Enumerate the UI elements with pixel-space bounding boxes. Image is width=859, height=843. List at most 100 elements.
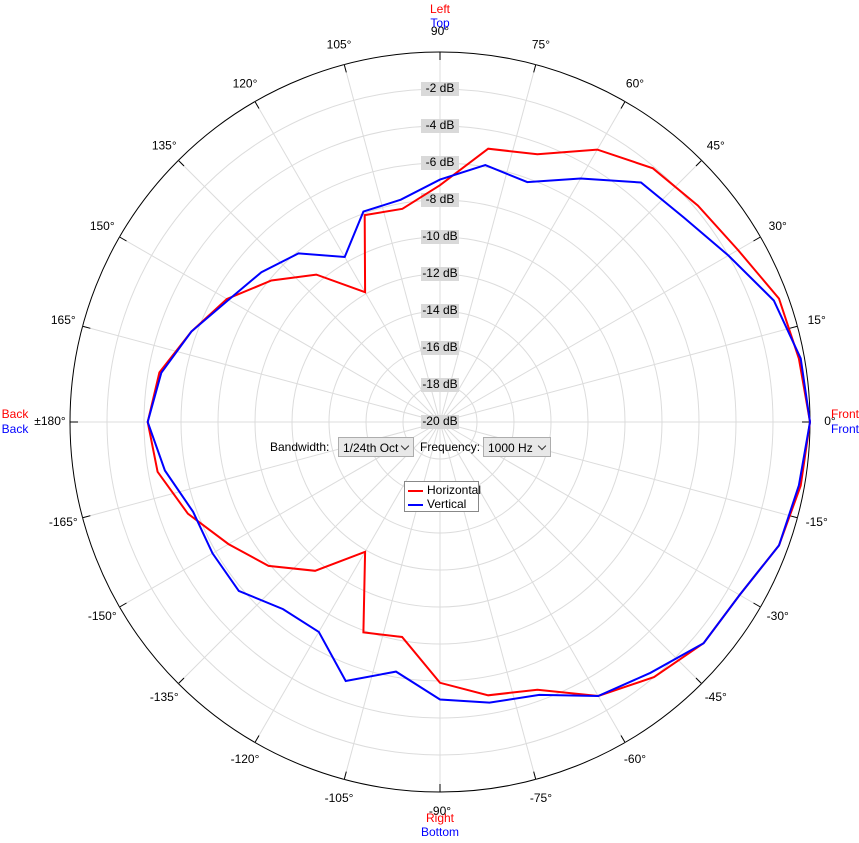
r-tick-label: -12 dB	[422, 266, 457, 280]
legend-label: Horizontal	[427, 483, 482, 497]
bandwidth-select[interactable]: 1/24th Oct	[338, 437, 414, 457]
r-tick-label: -10 dB	[422, 229, 457, 243]
r-tick-label: -18 dB	[422, 377, 457, 391]
direction-label: Right	[426, 811, 455, 825]
theta-tick	[695, 160, 702, 167]
grid-spoke	[119, 236, 441, 423]
direction-label: Bottom	[421, 825, 459, 839]
grid-spoke	[254, 101, 441, 423]
theta-tick	[620, 101, 626, 109]
theta-tick	[789, 325, 798, 329]
bandwidth-label: Bandwidth:	[270, 440, 330, 454]
grid-spoke	[439, 421, 537, 780]
theta-tick-label: -150°	[88, 609, 117, 623]
r-label-bg	[421, 156, 459, 170]
theta-tick	[533, 64, 537, 73]
theta-tick	[119, 602, 127, 608]
theta-tick	[789, 515, 798, 519]
direction-label: Back	[2, 407, 30, 421]
r-label-bg	[421, 378, 459, 392]
theta-tick-label: -120°	[231, 752, 260, 766]
grid-spoke	[439, 421, 626, 743]
direction-label: Front	[831, 407, 859, 421]
theta-tick	[82, 515, 91, 519]
direction-label: Back	[2, 422, 30, 436]
direction-label: Front	[831, 422, 859, 436]
theta-tick	[753, 236, 761, 242]
grid-spoke	[439, 101, 626, 423]
theta-tick-label: 165°	[51, 313, 76, 327]
series-line	[146, 147, 812, 698]
series-line	[146, 164, 812, 704]
theta-tick-label: ±180°	[34, 414, 66, 428]
theta-tick-label: 60°	[626, 76, 644, 90]
grid-spoke	[439, 64, 537, 423]
r-tick-label: -14 dB	[422, 303, 457, 317]
r-label-bg	[421, 82, 459, 96]
theta-tick-label: -60°	[624, 752, 646, 766]
r-label-bg	[421, 119, 459, 133]
theta-tick-label: -30°	[767, 609, 789, 623]
theta-tick	[343, 771, 347, 780]
theta-tick-label: -90°	[429, 804, 451, 818]
grid-spoke	[178, 160, 441, 423]
r-label-bg	[421, 341, 459, 355]
r-tick-label: -6 dB	[426, 155, 455, 169]
theta-tick-label: -45°	[705, 690, 727, 704]
theta-tick	[620, 735, 626, 743]
grid-spoke	[178, 421, 441, 684]
theta-tick-label: -105°	[325, 791, 354, 805]
legend: Horizontal Vertical	[404, 481, 482, 512]
grid-spoke	[439, 236, 761, 423]
theta-tick-label: 75°	[532, 37, 550, 51]
theta-tick	[533, 771, 537, 780]
legend-swatch	[408, 504, 423, 506]
r-label-bg	[421, 304, 459, 318]
theta-tick-label: -165°	[49, 515, 78, 529]
grid-spoke	[439, 325, 798, 423]
theta-tick	[254, 101, 260, 109]
grid-spoke	[439, 160, 702, 423]
r-label-bg	[421, 193, 459, 207]
grid-spoke	[439, 421, 702, 684]
grid-spoke	[343, 64, 441, 423]
theta-tick	[343, 64, 347, 73]
frequency-select[interactable]: 1000 Hz	[483, 437, 551, 457]
grid-spoke	[254, 421, 441, 743]
r-tick-label: -8 dB	[426, 192, 455, 206]
theta-tick-label: 120°	[233, 76, 258, 90]
r-tick-label: -16 dB	[422, 340, 457, 354]
theta-tick-label: 105°	[327, 37, 352, 51]
theta-tick	[82, 325, 91, 329]
theta-tick	[119, 236, 127, 242]
theta-tick-label: -75°	[530, 791, 552, 805]
theta-tick-label: 45°	[707, 138, 725, 152]
theta-tick-label: 0°	[824, 414, 836, 428]
theta-tick	[695, 677, 702, 684]
theta-tick-label: 90°	[431, 24, 449, 38]
r-label-bg	[421, 230, 459, 244]
theta-tick	[178, 160, 185, 167]
theta-tick-label: 135°	[152, 138, 177, 152]
theta-tick-label: -15°	[806, 515, 828, 529]
r-label-bg	[421, 267, 459, 281]
theta-tick-label: -135°	[150, 690, 179, 704]
legend-label: Vertical	[427, 497, 467, 511]
grid-spoke	[82, 325, 441, 423]
r-tick-label: -20 dB	[422, 414, 457, 428]
frequency-label: Frequency:	[420, 440, 481, 454]
direction-label: Left	[430, 2, 451, 16]
r-tick-label: -2 dB	[426, 81, 455, 95]
theta-tick-label: 30°	[769, 219, 787, 233]
theta-tick-label: 150°	[90, 219, 115, 233]
r-tick-label: -4 dB	[426, 118, 455, 132]
legend-swatch	[408, 490, 423, 492]
theta-tick-label: 15°	[808, 313, 826, 327]
theta-tick	[753, 602, 761, 608]
theta-tick	[254, 735, 260, 743]
direction-label: Top	[430, 16, 450, 30]
grid-spoke	[343, 421, 441, 780]
r-label-bg	[421, 415, 459, 429]
